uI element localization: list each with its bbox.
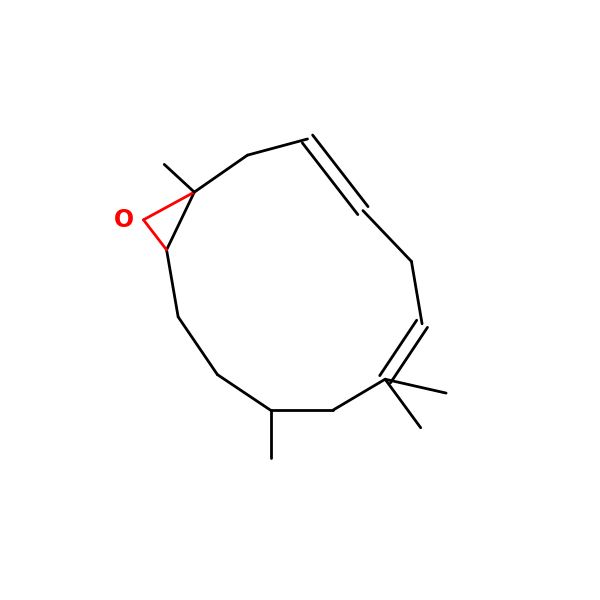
Text: O: O <box>114 208 134 232</box>
